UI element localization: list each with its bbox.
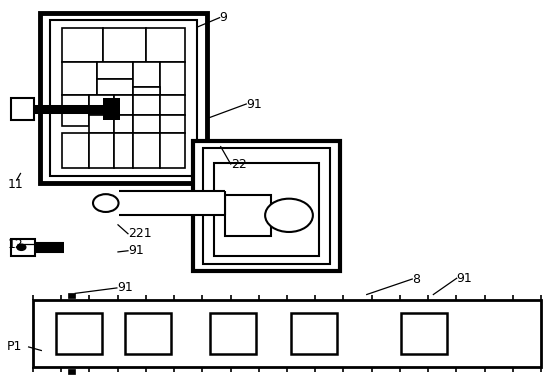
Bar xyxy=(133,115,160,133)
Bar xyxy=(118,191,225,215)
Bar xyxy=(68,369,75,374)
Bar xyxy=(62,62,97,96)
Bar xyxy=(401,312,447,355)
Text: 221: 221 xyxy=(128,227,152,240)
Text: 12: 12 xyxy=(8,238,24,251)
Bar xyxy=(133,96,160,115)
Bar xyxy=(114,133,133,168)
Bar xyxy=(210,312,256,355)
Text: P1: P1 xyxy=(7,340,22,353)
Bar xyxy=(146,28,185,62)
Bar xyxy=(203,148,330,264)
Bar xyxy=(133,87,160,96)
Bar xyxy=(160,133,185,168)
Bar xyxy=(62,96,89,126)
Bar xyxy=(225,195,271,236)
Bar xyxy=(160,96,185,115)
Bar xyxy=(97,62,133,79)
Bar xyxy=(193,141,340,271)
Bar xyxy=(133,62,160,87)
Bar xyxy=(133,133,160,168)
Circle shape xyxy=(93,194,118,212)
Bar xyxy=(50,20,197,176)
Text: 91: 91 xyxy=(128,244,144,257)
Bar xyxy=(89,115,114,133)
Bar xyxy=(40,13,207,183)
Bar xyxy=(11,239,35,256)
Bar xyxy=(62,28,103,62)
Text: 91: 91 xyxy=(117,282,133,294)
Bar xyxy=(114,115,133,133)
Bar xyxy=(89,133,114,168)
Circle shape xyxy=(17,244,26,250)
Bar xyxy=(103,98,119,120)
Bar xyxy=(160,62,185,96)
Text: 8: 8 xyxy=(412,273,420,285)
Bar xyxy=(97,79,133,96)
Text: 91: 91 xyxy=(246,98,262,110)
Text: 11: 11 xyxy=(8,178,24,191)
Bar xyxy=(56,312,102,355)
Bar xyxy=(33,300,541,367)
Bar xyxy=(68,293,75,298)
Bar xyxy=(291,312,337,355)
Bar xyxy=(125,312,171,355)
Bar xyxy=(35,243,64,252)
Bar xyxy=(114,96,133,115)
Circle shape xyxy=(265,199,313,232)
Text: 22: 22 xyxy=(230,158,247,170)
Bar xyxy=(103,28,146,62)
Bar xyxy=(89,96,114,115)
Bar xyxy=(160,115,185,133)
Bar xyxy=(11,98,33,120)
Bar xyxy=(214,163,319,256)
Text: 9: 9 xyxy=(220,11,228,24)
Bar xyxy=(62,133,89,168)
Text: 91: 91 xyxy=(456,272,473,285)
